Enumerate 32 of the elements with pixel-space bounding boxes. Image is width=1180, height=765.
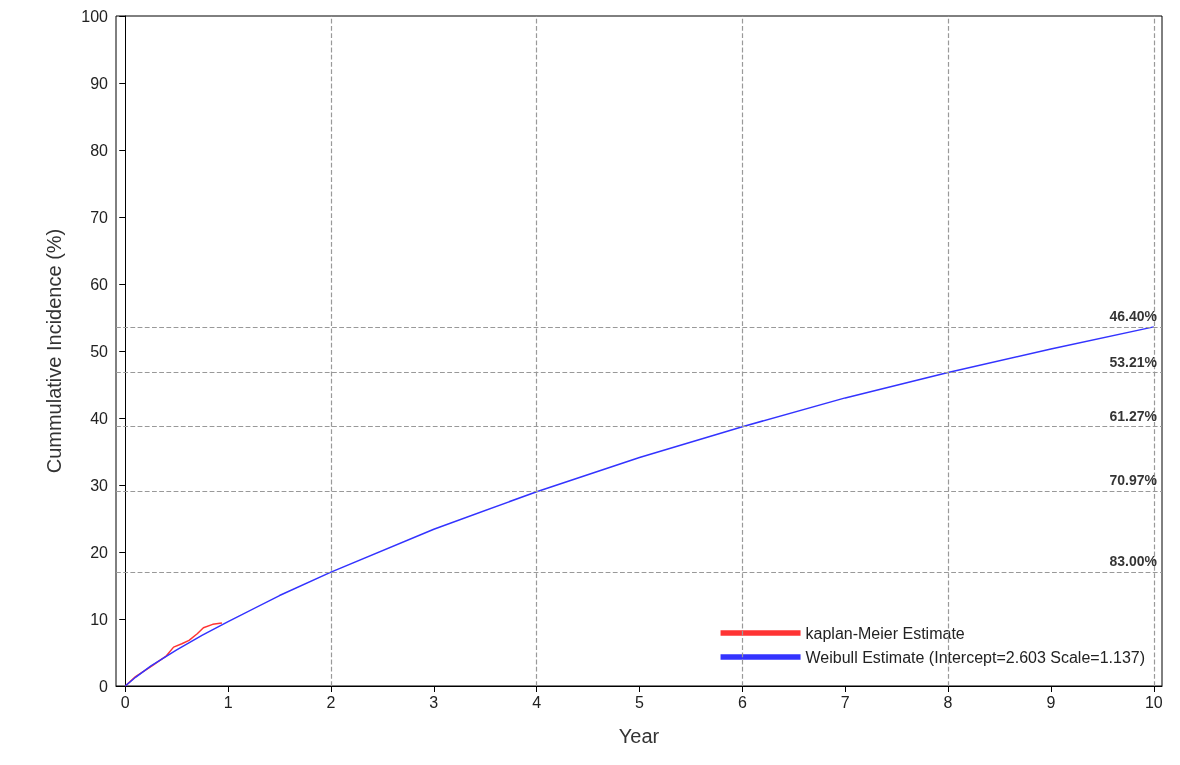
annotation: 70.97% — [1109, 472, 1158, 489]
annotation: 53.21% — [1109, 353, 1158, 370]
legend-label: kaplan-Meier Estimate — [805, 624, 965, 642]
line-series — [124, 326, 1155, 687]
x-tick-label: 5 — [635, 693, 645, 711]
y-tick-label: 90 — [90, 74, 109, 92]
y-tick-label: 100 — [81, 7, 109, 25]
x-tick-label: 8 — [943, 693, 953, 711]
annotation: 83.00% — [1109, 553, 1158, 570]
x-tick-label: 9 — [1046, 693, 1056, 711]
x-tick-label: 7 — [840, 693, 850, 711]
x-tick-label: 2 — [326, 693, 336, 711]
y-tick-label: 80 — [90, 141, 109, 159]
x-tick-label: 6 — [737, 693, 747, 711]
x-tick-label: 0 — [120, 693, 130, 711]
y-tick-label: 50 — [90, 342, 109, 360]
x-tick-label: 10 — [1144, 693, 1163, 711]
y-tick-label: 30 — [90, 476, 109, 494]
y-tick-label: 60 — [90, 275, 109, 293]
annotation: 61.27% — [1109, 407, 1158, 424]
x-axis-title: Year — [618, 725, 660, 747]
y-tick-label: 10 — [90, 610, 109, 628]
legend-label: Weibull Estimate (Intercept=2.603 Scale=1.137) — [805, 648, 1145, 666]
y-tick-label: 40 — [90, 409, 109, 427]
y-axis-title: Cummulative Incidence (%) — [43, 228, 65, 474]
y-tick-label: 20 — [90, 543, 109, 561]
y-tick-label: 0 — [99, 677, 109, 695]
annotation: 46.40% — [1109, 307, 1158, 324]
x-tick-label: 1 — [223, 693, 233, 711]
x-tick-label: 4 — [532, 693, 542, 711]
x-tick-label: 3 — [429, 693, 439, 711]
y-tick-label: 70 — [90, 208, 109, 226]
